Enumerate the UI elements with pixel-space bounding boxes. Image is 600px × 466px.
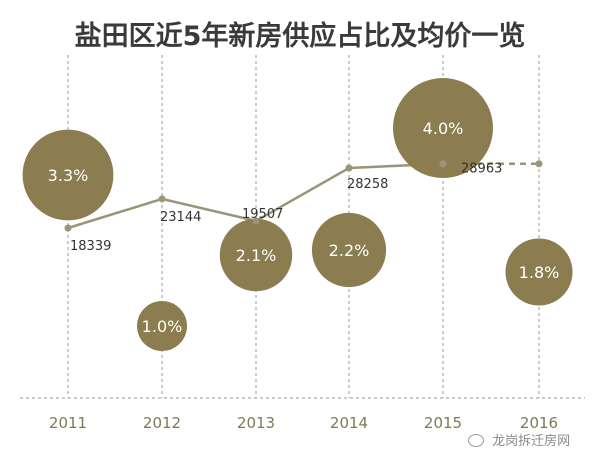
supply-bubble-2015 bbox=[393, 78, 493, 178]
watermark: 龙岗拆迁房网 bbox=[468, 430, 570, 449]
supply-bubble-label-2012: 1.0% bbox=[142, 317, 183, 336]
price-label-2013: 19507 bbox=[242, 207, 283, 222]
x-tick-label-2012: 2012 bbox=[143, 414, 181, 432]
supply-bubble-2011 bbox=[22, 129, 114, 221]
price-point-2015 bbox=[439, 160, 447, 168]
price-point-2013 bbox=[252, 217, 260, 225]
supply-bubble-2016 bbox=[505, 238, 573, 306]
x-tick-label-2015: 2015 bbox=[424, 414, 462, 432]
chart-title: 盐田区近5年新房供应占比及均价一览 bbox=[74, 21, 526, 52]
price-point-2014 bbox=[345, 164, 353, 172]
supply-bubble-2014 bbox=[311, 212, 387, 288]
supply-bubble-2012 bbox=[137, 301, 187, 351]
supply-bubble-label-2014: 2.2% bbox=[329, 241, 370, 260]
price-point-2012 bbox=[158, 195, 166, 203]
supply-bubble-label-2015: 4.0% bbox=[423, 119, 464, 138]
price-label-2012: 23144 bbox=[160, 210, 201, 225]
supply-bubble-label-2013: 2.1% bbox=[236, 246, 277, 265]
watermark-text: 龙岗拆迁房网 bbox=[492, 434, 571, 449]
x-tick-label-2014: 2014 bbox=[330, 414, 368, 432]
x-tick-label-2013: 2013 bbox=[237, 414, 275, 432]
price-label-2011: 18339 bbox=[70, 239, 111, 254]
x-tick-label-2016: 2016 bbox=[520, 414, 558, 432]
chat-bubble-icon bbox=[468, 434, 484, 447]
price-label-2015: 28963 bbox=[461, 162, 502, 177]
supply-bubble-label-2016: 1.8% bbox=[519, 263, 560, 282]
x-tick-label-2011: 2011 bbox=[49, 414, 87, 432]
supply-bubble-2013 bbox=[219, 218, 293, 292]
price-point-2011 bbox=[64, 224, 72, 232]
price-point-2016 bbox=[535, 160, 543, 168]
price-label-2014: 28258 bbox=[347, 177, 388, 192]
supply-bubble-label-2011: 3.3% bbox=[48, 166, 89, 185]
